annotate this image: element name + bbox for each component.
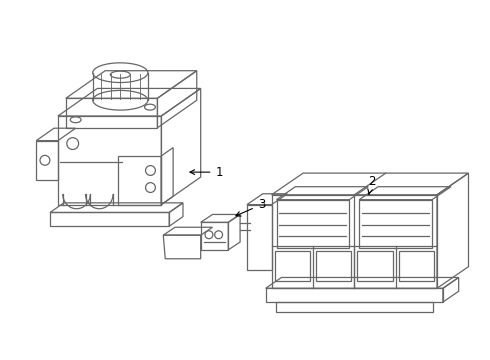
Text: 2: 2 [368,175,375,194]
Text: 3: 3 [236,198,265,216]
Text: 1: 1 [190,166,223,179]
